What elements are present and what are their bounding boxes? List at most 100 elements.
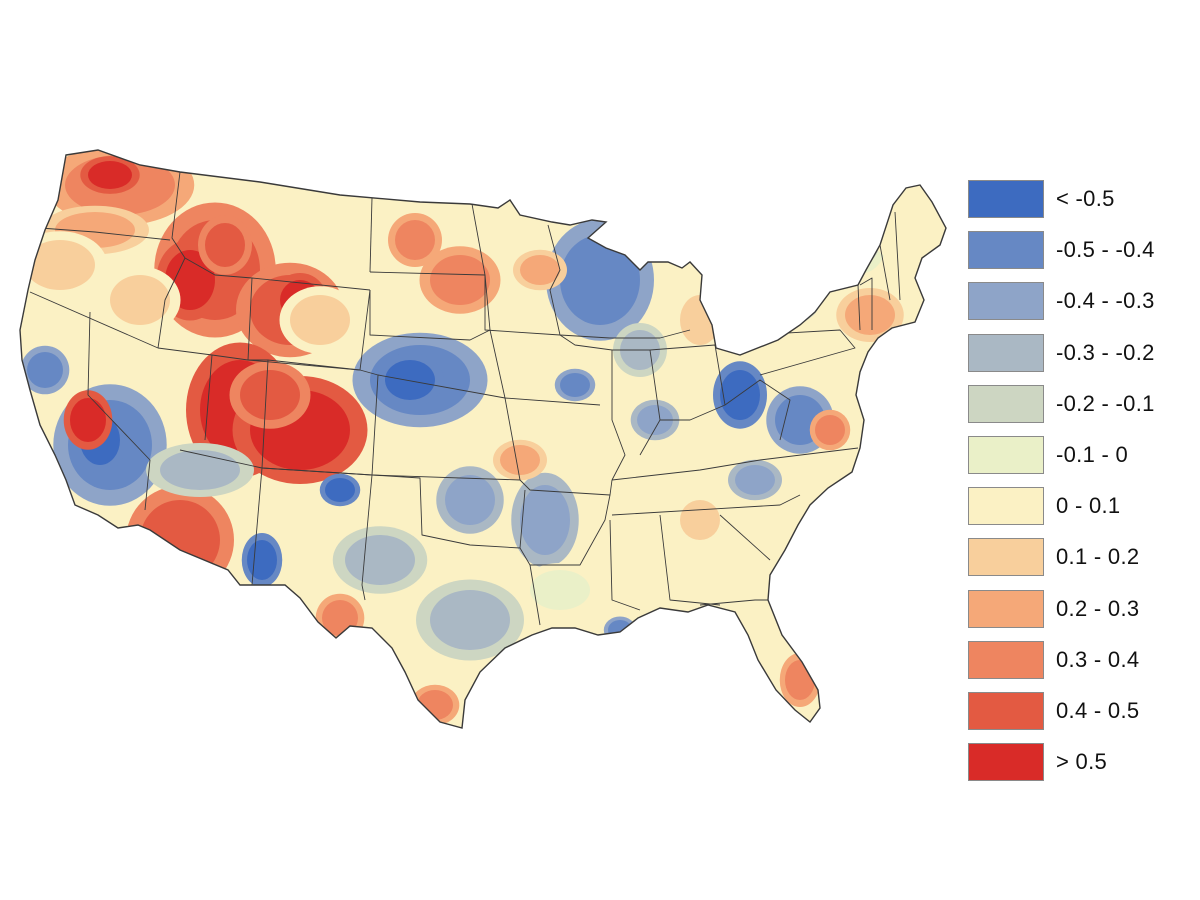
legend-swatch [968,692,1044,730]
anomaly-region [205,223,245,267]
anomaly-region [110,275,170,325]
anomaly-region [500,445,540,475]
legend-swatch [968,538,1044,577]
legend-label: -0.5 - -0.4 [1056,237,1155,263]
border-nc-va [759,447,859,461]
anomaly-region [875,190,925,250]
anomaly-region [70,398,106,442]
anomaly-region [290,295,350,345]
border-ga-fl [699,599,768,606]
legend-swatch [968,487,1044,526]
anomaly-region [735,465,775,495]
anomaly-region [608,620,632,640]
anomaly-halo [833,206,887,274]
border-ks-ok [371,474,521,481]
legend-item: 0.1 - 0.2 [968,538,1188,578]
border-la [529,564,541,626]
border-ky-tn [611,459,761,481]
anomaly-region [160,450,240,490]
border-va-wv [724,379,791,441]
border-ms-al [609,519,641,611]
legend-label: 0.3 - 0.4 [1056,646,1140,672]
legend-label: -0.2 - -0.1 [1056,390,1155,416]
legend-swatch [968,436,1044,474]
anomaly-region [27,352,63,388]
anomaly-region [845,295,895,335]
border-or-ca-nv [29,291,159,349]
legend-item: 0.3 - 0.4 [968,640,1188,681]
legend-item: -0.1 - 0 [968,436,1188,476]
anomaly-region [88,161,132,189]
us-choropleth-map [19,149,947,729]
legend-label: 0.4 - 0.5 [1056,698,1140,723]
border-tx [361,584,366,601]
border-new-england [859,211,901,330]
legend-item: < -0.5 [968,180,1188,220]
anomaly-region [395,220,435,260]
legend-item: -0.4 - -0.3 [968,282,1188,322]
legend-label: 0.1 - 0.2 [1056,544,1140,570]
legend-item: 0 - 0.1 [968,487,1188,527]
border-mt-south [184,257,371,291]
anomaly-region [520,485,570,555]
anomaly-region [247,540,277,580]
legend-swatch [968,333,1044,372]
legend-item: -0.3 - -0.2 [968,333,1188,374]
legend-label: 0.2 - 0.3 [1056,595,1140,621]
value-surface [20,150,946,728]
border-wy [247,277,371,371]
legend-label: -0.3 - -0.2 [1056,339,1155,365]
anomaly-region [430,255,490,305]
anomaly-region [345,535,415,585]
legend-swatch [968,282,1044,321]
anomaly-region [445,475,495,525]
state-borders [29,171,901,626]
legend-swatch [968,384,1044,423]
anomaly-region [840,215,880,265]
border-ut-co [211,354,269,469]
legend-item: 0.2 - 0.3 [968,589,1188,630]
anomaly-region [520,255,560,285]
anomaly-region [785,660,815,700]
border-ar [519,494,611,566]
border-wa-or [39,227,171,241]
anomaly-region [430,590,510,650]
legend-label: > 0.5 [1056,749,1108,775]
border-mn-ia [484,275,561,336]
border-mt-east [369,197,373,273]
border-tn-south [611,494,801,516]
border-al-ga [659,514,721,606]
legend-item: -0.5 - -0.4 [968,231,1188,271]
anomaly-region [560,235,640,325]
anomaly-region [25,240,95,290]
border-wi-mi [547,224,611,339]
anomaly-region [325,478,355,502]
legend-swatch [968,640,1044,679]
map-canvas [19,149,947,729]
anomaly-region [680,500,720,540]
anomaly-halo [739,273,821,327]
border-in [612,349,661,456]
legend-label: -0.1 - 0 [1056,442,1129,467]
border-nd-sd [369,271,486,276]
border-ne-ks [377,374,506,399]
anomaly-region [750,280,810,320]
anomaly-region [815,415,845,445]
border-sd-ne [369,290,491,341]
legend-item: -0.2 - -0.1 [968,384,1188,425]
border-ca-nv [87,311,151,511]
legend-swatch [968,231,1044,270]
anomaly-region [385,360,435,400]
legend-swatch [968,743,1044,782]
border-mi [610,329,691,339]
border-ga-sc [719,514,771,561]
legend-swatch [968,180,1044,218]
anomaly-region [240,370,300,420]
border-mo [504,397,613,496]
anomaly-region [140,500,220,580]
anomaly-region [720,370,760,420]
legend-item: > 0.5 [968,743,1188,783]
border-il [559,334,626,481]
anomaly-region [637,405,673,435]
border-ok [371,474,526,549]
